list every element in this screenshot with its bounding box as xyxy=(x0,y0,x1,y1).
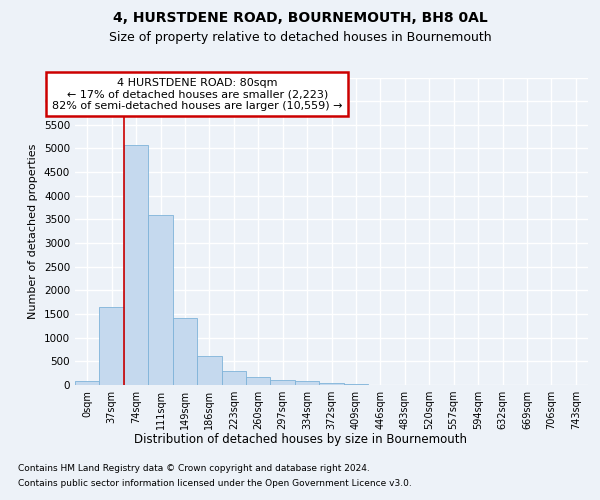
Bar xyxy=(295,382,319,385)
Text: Size of property relative to detached houses in Bournemouth: Size of property relative to detached ho… xyxy=(109,31,491,44)
Text: 4 HURSTDENE ROAD: 80sqm
← 17% of detached houses are smaller (2,223)
82% of semi: 4 HURSTDENE ROAD: 80sqm ← 17% of detache… xyxy=(52,78,343,110)
Text: 4, HURSTDENE ROAD, BOURNEMOUTH, BH8 0AL: 4, HURSTDENE ROAD, BOURNEMOUTH, BH8 0AL xyxy=(113,11,487,25)
Bar xyxy=(319,383,344,385)
Y-axis label: Number of detached properties: Number of detached properties xyxy=(28,144,38,319)
Bar xyxy=(148,214,173,385)
Text: Contains public sector information licensed under the Open Government Licence v3: Contains public sector information licen… xyxy=(18,479,412,488)
Bar xyxy=(271,380,295,385)
Bar xyxy=(344,384,368,385)
Bar xyxy=(173,318,197,385)
Text: Distribution of detached houses by size in Bournemouth: Distribution of detached houses by size … xyxy=(133,432,467,446)
Bar xyxy=(197,356,221,385)
Bar xyxy=(124,145,148,385)
Bar xyxy=(75,382,100,385)
Bar xyxy=(221,371,246,385)
Bar xyxy=(246,378,271,385)
Text: Contains HM Land Registry data © Crown copyright and database right 2024.: Contains HM Land Registry data © Crown c… xyxy=(18,464,370,473)
Bar xyxy=(100,307,124,385)
